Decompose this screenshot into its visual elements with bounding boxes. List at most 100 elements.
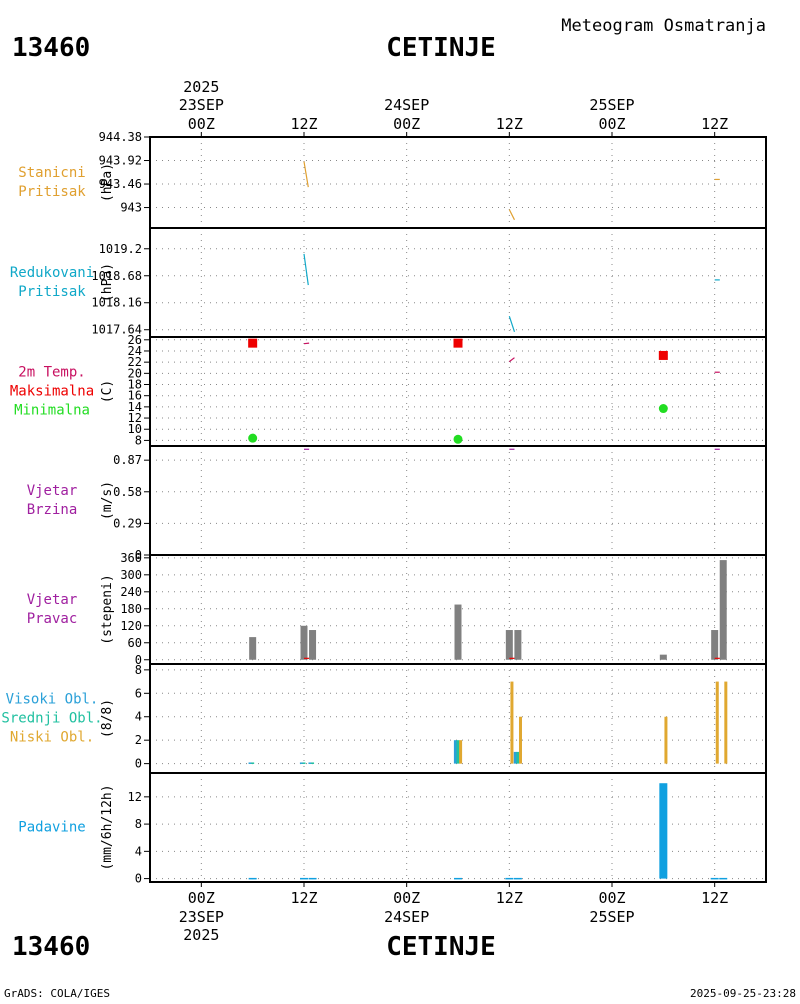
ytick-label: 0 <box>135 757 142 771</box>
ytick-label: 24 <box>128 344 142 358</box>
panel-label: Maksimalna <box>10 384 94 400</box>
ytick-label: 0.87 <box>113 453 142 467</box>
ytick-label: 60 <box>128 636 142 650</box>
bar <box>308 877 317 880</box>
cloud-bar <box>311 762 315 764</box>
ytick-label: 240 <box>120 585 142 599</box>
panel-label: Minimalna <box>14 403 90 419</box>
panel-frame <box>149 445 767 556</box>
ytick-label: 12 <box>128 411 142 425</box>
unit-label: (m/s) <box>100 481 115 520</box>
cloud-bar <box>453 740 457 764</box>
cloud-bar <box>724 681 728 764</box>
bar <box>514 630 522 660</box>
ytick-label: 1019.2 <box>99 242 142 256</box>
cloud-bar <box>299 762 303 764</box>
ytick-label: 22 <box>128 355 142 369</box>
time-label-top: 12Z <box>290 115 317 133</box>
cloud-bar <box>251 762 255 764</box>
time-label-bottom: 12Z <box>496 889 523 907</box>
ytick-label: 6 <box>135 686 142 700</box>
time-label-bottom: 00Z <box>598 889 625 907</box>
series-segment <box>508 357 515 363</box>
series-segment <box>303 253 309 286</box>
bar <box>300 625 308 660</box>
bar <box>454 604 462 660</box>
date-label-bottom: 24SEP <box>384 908 429 926</box>
ytick-label: 4 <box>135 710 142 724</box>
bar <box>505 877 514 880</box>
ytick-label: 360 <box>120 551 142 565</box>
date-label-top: 23SEP <box>179 96 224 114</box>
ytick-label: 4 <box>135 844 142 858</box>
cloud-bar <box>715 681 719 764</box>
ytick-label: 0 <box>135 872 142 886</box>
ytick-label: 12 <box>128 790 142 804</box>
series-segment <box>303 342 310 345</box>
time-label-top: 12Z <box>496 115 523 133</box>
panel-label: Visoki Obl. <box>6 692 99 708</box>
time-label-top: 00Z <box>188 115 215 133</box>
bar <box>711 630 719 660</box>
cloud-bar <box>456 740 460 764</box>
date-label-bottom: 23SEP <box>179 908 224 926</box>
cloud-bar <box>664 716 668 764</box>
cloud-bar <box>518 716 522 764</box>
tmin-point <box>658 404 668 414</box>
cloud-bar <box>248 762 252 764</box>
unit-label: (8/8) <box>100 699 115 738</box>
bar <box>719 877 728 880</box>
ytick-label: 944.38 <box>99 130 142 144</box>
ytick-label: 180 <box>120 602 142 616</box>
ytick-label: 8 <box>135 433 142 447</box>
cloud-bar <box>510 681 514 764</box>
ytick-label: 1017.64 <box>91 323 142 337</box>
time-label-bottom: 12Z <box>701 889 728 907</box>
panel-label: Pritisak <box>18 284 86 300</box>
ytick-label: 1018.68 <box>91 269 142 283</box>
ytick-label: 8 <box>135 817 142 831</box>
panel-label: Srednji Obl. <box>1 711 102 727</box>
panel-label: Pritisak <box>18 184 86 200</box>
series-segment <box>303 161 309 188</box>
bar <box>659 783 668 879</box>
series-segment <box>508 209 516 221</box>
ytick-label: 0.29 <box>113 516 142 530</box>
cloud-bar <box>308 762 312 764</box>
ytick-label: 18 <box>128 378 142 392</box>
panel-label: Niski Obl. <box>10 730 94 746</box>
ytick-label: 943 <box>120 201 142 215</box>
tmax-point <box>453 338 463 348</box>
tmax-point <box>248 338 258 348</box>
ytick-label: 16 <box>128 389 142 403</box>
time-label-bottom: 00Z <box>188 889 215 907</box>
panel-frame <box>149 772 767 883</box>
year-label-bottom: 2025 <box>183 926 219 944</box>
panel-frame <box>149 227 767 338</box>
bar <box>719 560 727 660</box>
station-id-top: 13460 <box>12 33 90 63</box>
series-segment <box>508 316 516 332</box>
plot-area: 944.38 943.92 943.46 943 (hPa) Stanicni Pritis… <box>1 78 767 944</box>
tmin-point <box>248 433 258 443</box>
unit-label: (mm/6h/12h) <box>100 784 115 870</box>
ytick-label: 120 <box>120 619 142 633</box>
ytick-label: 8 <box>135 663 142 677</box>
bar <box>505 630 513 660</box>
panel-label: 2m Temp. <box>18 365 85 381</box>
date-label-top: 25SEP <box>589 96 634 114</box>
date-label-top: 24SEP <box>384 96 429 114</box>
panel-label: Brzina <box>27 502 78 518</box>
panel-frame <box>149 136 767 229</box>
time-label-top: 00Z <box>393 115 420 133</box>
station-id-bottom: 13460 <box>12 932 90 962</box>
bar <box>248 877 257 880</box>
time-label-top: 12Z <box>701 115 728 133</box>
bar <box>300 877 308 880</box>
ytick-label: 943.92 <box>99 154 142 168</box>
panel-frame <box>149 336 767 447</box>
time-label-bottom: 00Z <box>393 889 420 907</box>
ytick-label: 26 <box>128 333 142 347</box>
unit-label: (stepeni) <box>100 574 115 644</box>
